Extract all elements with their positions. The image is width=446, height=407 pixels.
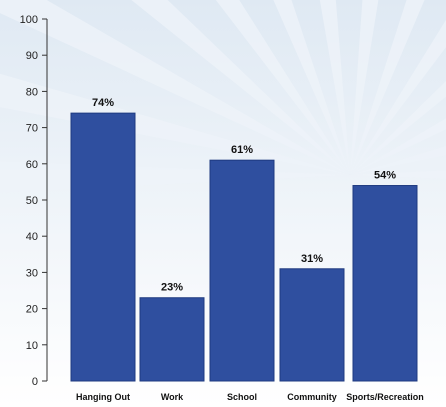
data-label: 23% <box>161 282 183 294</box>
background-ray <box>131 0 350 175</box>
background-ray <box>350 0 425 175</box>
background-ray <box>350 146 446 175</box>
y-tick-label: 30 <box>26 267 38 279</box>
bar-hanging-out <box>70 112 136 382</box>
x-category-label: School <box>227 392 257 402</box>
background-ray <box>350 118 446 175</box>
bar-community <box>279 268 345 382</box>
y-tick-label: 60 <box>26 159 38 171</box>
background-ray <box>0 0 350 175</box>
background-ray <box>319 0 350 175</box>
bar-work <box>139 297 205 382</box>
y-tick-label: 70 <box>26 123 38 135</box>
background-ray <box>273 0 350 175</box>
background-rays <box>0 0 446 193</box>
y-tick-label: 50 <box>26 195 38 207</box>
background-ray <box>350 19 446 175</box>
background-ray <box>0 73 350 175</box>
data-label: 74% <box>92 97 114 109</box>
y-axis: 0 10 20 30 40 50 60 70 80 90 100 <box>20 14 48 388</box>
y-tick-label: 80 <box>26 86 38 98</box>
data-label: 61% <box>231 144 253 156</box>
bar-sports-recreation <box>352 185 418 382</box>
background-ray <box>350 80 446 175</box>
x-category-label: Work <box>161 392 184 402</box>
bar-school <box>209 159 275 382</box>
data-label: 54% <box>374 170 396 182</box>
labels: 74% Hanging Out 23% Work 61% School 31% Communi… <box>76 97 424 402</box>
data-label: 31% <box>301 253 323 265</box>
y-tick-label: 40 <box>26 231 38 243</box>
background-ray <box>215 0 350 175</box>
y-tick-label: 10 <box>26 340 38 352</box>
background-ray <box>350 0 379 175</box>
y-tick-label: 100 <box>20 14 38 26</box>
x-category-label: Hanging Out <box>76 392 130 402</box>
x-category-label: Sports/Recreation <box>346 392 424 402</box>
bars <box>70 112 418 382</box>
y-tick-label: 90 <box>26 50 38 62</box>
y-tick-label: 20 <box>26 304 38 316</box>
background-ray <box>350 170 446 179</box>
x-category-label: Community <box>287 392 337 402</box>
y-tick-label: 0 <box>32 376 38 388</box>
